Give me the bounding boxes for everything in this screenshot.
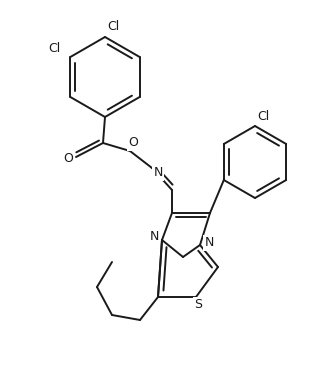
Text: Cl: Cl: [48, 42, 60, 56]
Text: Cl: Cl: [257, 110, 269, 123]
Text: O: O: [63, 152, 73, 165]
Text: N: N: [149, 231, 159, 243]
Text: N: N: [204, 237, 214, 249]
Text: N: N: [153, 166, 163, 180]
Text: O: O: [128, 136, 138, 150]
Text: S: S: [194, 298, 202, 312]
Text: Cl: Cl: [107, 21, 119, 33]
